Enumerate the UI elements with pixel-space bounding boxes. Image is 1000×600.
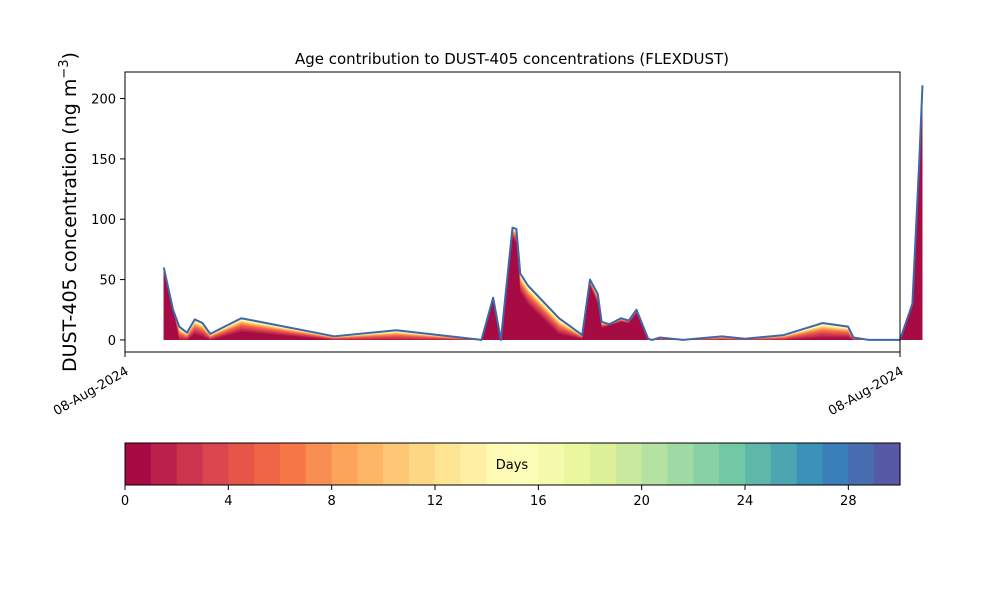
colorbar-cell-15 [512, 443, 539, 485]
colorbar-cell-11 [409, 443, 436, 485]
x-tick-label-right: 08-Aug-2024 [826, 364, 906, 419]
colorbar: Days 0 4 8 12 16 20 24 28 [121, 442, 901, 509]
colorbar-cell-28 [848, 443, 875, 485]
colorbar-cell-13 [460, 443, 488, 485]
colorbar-cell-21 [667, 443, 694, 485]
colorbar-tick-label-12: 12 [427, 494, 444, 509]
colorbar-tick-label-20: 20 [633, 494, 650, 509]
colorbar-cell-2 [176, 443, 204, 485]
colorbar-cell-12 [435, 443, 462, 485]
colorbar-cell-18 [590, 443, 617, 485]
colorbar-frame [124, 442, 901, 486]
colorbar-cell-29 [874, 443, 901, 485]
colorbar-label: Days [496, 458, 529, 473]
colorbar-tick-label-24: 24 [737, 494, 754, 509]
colorbar-cell-22 [693, 443, 720, 485]
colorbar-cell-0 [125, 443, 152, 485]
colorbar-cell-19 [615, 443, 643, 485]
colorbar-cell-8 [331, 443, 359, 485]
colorbar-cell-25 [770, 443, 798, 485]
colorbar-cell-20 [641, 443, 669, 485]
y-axis-label: DUST-405 concentration (ng m−3) [57, 52, 81, 372]
colorbar-cell-17 [564, 443, 591, 485]
y-tick-label-150: 150 [91, 153, 116, 168]
colorbar-cell-23 [719, 443, 746, 485]
y-tick-label-0: 0 [108, 334, 116, 349]
colorbar-cell-24 [745, 443, 772, 485]
colorbar-cell-7 [305, 443, 333, 485]
colorbar-cell-5 [254, 443, 281, 485]
colorbar-cell-9 [357, 443, 384, 485]
colorbar-cell-3 [202, 443, 229, 485]
x-axis: 08-Aug-2024 08-Aug-2024 [51, 352, 906, 419]
colorbar-tick-label-16: 16 [530, 494, 547, 509]
chart-title: Age contribution to DUST-405 concentrati… [295, 50, 729, 68]
colorbar-cell-6 [280, 443, 307, 485]
colorbar-tick-label-8: 8 [328, 494, 336, 509]
colorbar-cell-4 [228, 443, 255, 485]
colorbar-cell-27 [822, 443, 849, 485]
y-axis: 0 50 100 150 200 [91, 93, 125, 349]
y-tick-label-50: 50 [99, 274, 116, 289]
colorbar-cell-1 [150, 443, 178, 485]
colorbar-cell-10 [383, 443, 410, 485]
y-tick-label-200: 200 [91, 93, 116, 108]
y-axis-label-unit-exponent: −3 [57, 59, 72, 78]
y-tick-label-100: 100 [91, 213, 116, 228]
colorbar-ticks: 0 4 8 12 16 20 24 28 [121, 485, 857, 509]
colorbar-tick-label-28: 28 [840, 494, 857, 509]
colorbar-cell-14 [486, 443, 514, 485]
colorbar-tick-label-4: 4 [224, 494, 232, 509]
plot-frame [124, 71, 901, 353]
colorbar-cell-26 [796, 443, 824, 485]
colorbar-tick-label-0: 0 [121, 494, 129, 509]
plot-area [162, 85, 924, 341]
colorbar-cell-16 [538, 443, 565, 485]
total-concentration-line [162, 85, 924, 341]
colorbar-cells [125, 443, 901, 485]
